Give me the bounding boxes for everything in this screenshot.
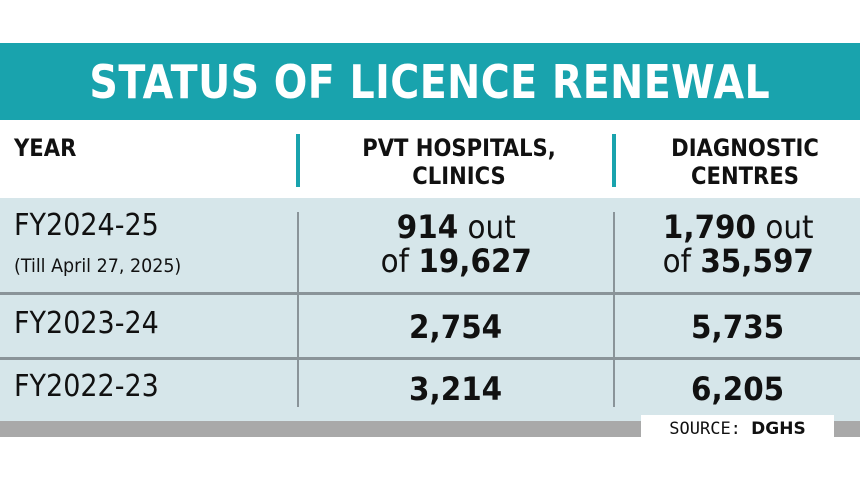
diagnostic-value: 6,205 bbox=[616, 370, 860, 408]
page-title: STATUS OF LICENCE RENEWAL bbox=[89, 54, 771, 109]
hospitals-count: 3,214 bbox=[409, 370, 503, 408]
row-divider bbox=[0, 292, 860, 295]
row-year: FY2022-23 bbox=[14, 369, 159, 404]
diagnostic-renewed: 1,790 bbox=[662, 208, 756, 246]
column-header-hospitals-line1: PVT HOSPITALS, bbox=[362, 134, 556, 162]
column-header-diagnostic: DIAGNOSTIC CENTRES bbox=[640, 134, 850, 190]
column-header-diagnostic-line2: CENTRES bbox=[691, 162, 799, 190]
title-banner: STATUS OF LICENCE RENEWAL bbox=[0, 43, 860, 120]
column-header-hospitals: PVT HOSPITALS, CLINICS bbox=[325, 134, 593, 190]
diagnostic-count: 6,205 bbox=[691, 370, 785, 408]
diagnostic-count: 5,735 bbox=[691, 308, 785, 346]
source-label: SOURCE: bbox=[669, 419, 741, 439]
header-separator bbox=[296, 134, 300, 187]
diagnostic-value: 1,790 out of 35,597 bbox=[616, 210, 860, 278]
diagnostic-total: 35,597 bbox=[700, 242, 814, 280]
table-header: YEAR PVT HOSPITALS, CLINICS DIAGNOSTIC C… bbox=[0, 120, 860, 198]
hospitals-value: 3,214 bbox=[300, 370, 612, 408]
column-header-year: YEAR bbox=[14, 134, 85, 162]
column-header-year-label: YEAR bbox=[14, 134, 77, 162]
row-year: FY2023-24 bbox=[14, 306, 159, 341]
hospitals-renewed: 914 bbox=[396, 208, 458, 246]
diagnostic-value: 5,735 bbox=[616, 308, 860, 346]
diagnostic-prefix: of bbox=[662, 242, 691, 280]
hospitals-value: 2,754 bbox=[300, 308, 612, 346]
row-divider bbox=[0, 357, 860, 360]
hospitals-prefix: of bbox=[380, 242, 409, 280]
header-separator bbox=[612, 134, 616, 187]
source-value: DGHS bbox=[751, 419, 806, 439]
column-divider bbox=[613, 212, 615, 407]
diagnostic-joiner: out bbox=[765, 208, 814, 246]
hospitals-value: 914 out of 19,627 bbox=[300, 210, 612, 278]
source-credit: SOURCE: DGHS bbox=[641, 415, 834, 443]
hospitals-joiner: out bbox=[467, 208, 516, 246]
row-year: FY2024-25 bbox=[14, 208, 159, 243]
column-divider bbox=[297, 212, 299, 407]
column-header-hospitals-line2: CLINICS bbox=[412, 162, 506, 190]
row-year-note: (Till April 27, 2025) bbox=[14, 255, 182, 277]
hospitals-count: 2,754 bbox=[409, 308, 503, 346]
column-header-diagnostic-line1: DIAGNOSTIC bbox=[671, 134, 819, 162]
hospitals-total: 19,627 bbox=[418, 242, 532, 280]
table-body bbox=[0, 198, 860, 421]
